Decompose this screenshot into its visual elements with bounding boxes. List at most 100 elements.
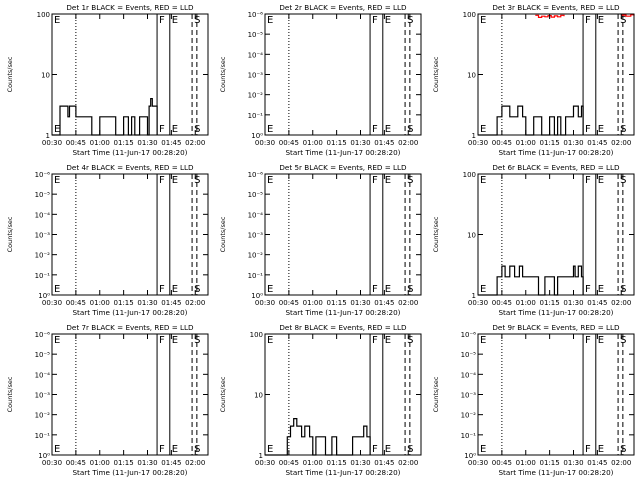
x-tick-label: 00:45 [492,139,512,147]
marker-label-S: S [194,175,200,186]
marker-label-E: E [54,335,60,346]
x-axis-label: Start Time (11-Jun-17 00:28:20) [285,468,400,477]
marker-label-E: E [385,175,391,186]
y-tick-label: 10⁻⁵ [461,351,477,359]
detector-panel-8: Det 8r BLACK = Events, RED = LLDFFEESSEE… [213,320,426,480]
y-axis-label: Counts/sec [6,216,14,252]
y-axis-label: Counts/sec [432,376,440,412]
y-tick-label: 10⁻⁶ [248,11,264,19]
x-tick-label: 00:30 [255,459,275,467]
chart-title: Det 2r BLACK = Events, RED = LLD [279,3,407,12]
x-tick-label: 01:30 [350,139,370,147]
x-tick-label: 01:30 [563,139,583,147]
y-tick-label: 10⁰ [251,132,263,140]
x-tick-label: 01:30 [563,299,583,307]
marker-label-S: S [194,15,200,26]
x-tick-label: 02:00 [398,139,418,147]
x-tick-label: 00:30 [468,299,488,307]
marker-label-E: E [267,284,273,295]
x-tick-label: 01:15 [114,139,134,147]
marker-label-S: S [407,175,413,186]
x-tick-label: 01:15 [540,139,560,147]
marker-label-S: S [620,15,626,26]
marker-label-F: F [159,15,165,26]
x-tick-label: 01:15 [114,459,134,467]
marker-label-F: F [372,284,378,295]
x-tick-label: 01:15 [540,299,560,307]
x-tick-label: 01:45 [587,459,607,467]
y-tick-label: 10⁻⁶ [35,331,51,339]
x-tick-label: 01:00 [516,459,536,467]
y-axis-label: Counts/sec [6,376,14,412]
x-tick-label: 01:00 [303,459,323,467]
y-tick-label: 10⁻² [35,412,51,420]
y-tick-label: 10⁻¹ [248,272,264,280]
events-series-line [265,418,371,456]
x-tick-label: 00:30 [468,459,488,467]
chart-title: Det 7r BLACK = Events, RED = LLD [66,323,194,332]
marker-label-E: E [480,175,486,186]
y-tick-label: 10⁰ [251,292,263,300]
x-tick-label: 01:15 [327,139,347,147]
y-tick-label: 10 [467,232,476,240]
detector-chart-1: Det 1r BLACK = Events, RED = LLDFFEESSEE… [6,3,209,157]
events-series-line [478,265,584,296]
x-tick-label: 02:00 [185,139,205,147]
y-tick-label: 10⁻³ [248,232,264,240]
y-tick-label: 10⁻² [35,252,51,260]
marker-label-E: E [172,335,178,346]
y-tick-label: 100 [37,11,50,19]
y-tick-label: 10⁰ [38,292,50,300]
y-axis-label: Counts/sec [432,216,440,252]
x-tick-label: 02:00 [185,299,205,307]
marker-label-F: F [372,124,378,135]
x-tick-label: 01:30 [137,139,157,147]
x-tick-label: 02:00 [398,459,418,467]
detector-chart-4: Det 4r BLACK = Events, RED = LLDFFEESSEE… [6,163,209,317]
x-tick-label: 02:00 [611,139,631,147]
marker-label-F: F [585,175,591,186]
y-tick-label: 10⁻² [461,412,477,420]
marker-label-S: S [194,335,200,346]
marker-label-S: S [620,335,626,346]
x-tick-label: 02:00 [611,299,631,307]
x-tick-label: 01:45 [161,139,181,147]
y-tick-label: 10⁻⁴ [248,51,264,59]
marker-label-E: E [480,284,486,295]
x-tick-label: 00:45 [66,139,86,147]
marker-label-E: E [598,15,604,26]
marker-label-F: F [372,15,378,26]
marker-label-E: E [480,335,486,346]
x-tick-label: 01:00 [90,459,110,467]
x-tick-label: 01:00 [516,299,536,307]
marker-label-E: E [54,284,60,295]
x-tick-label: 01:30 [350,299,370,307]
y-tick-label: 1 [259,452,263,460]
x-tick-label: 01:30 [563,459,583,467]
marker-label-E: E [267,444,273,455]
x-tick-label: 01:45 [161,299,181,307]
marker-label-F: F [159,124,165,135]
y-tick-label: 10⁻⁶ [35,171,51,179]
marker-label-E: E [54,124,60,135]
marker-label-S: S [407,15,413,26]
detector-panel-4: Det 4r BLACK = Events, RED = LLDFFEESSEE… [0,160,213,320]
detector-chart-9: Det 9r BLACK = Events, RED = LLDFFEESSEE… [432,323,635,477]
marker-label-E: E [172,444,178,455]
y-axis-label: Counts/sec [219,56,227,92]
x-tick-label: 01:15 [327,299,347,307]
y-tick-label: 10⁻⁶ [461,331,477,339]
y-tick-label: 1 [472,292,476,300]
chart-title: Det 1r BLACK = Events, RED = LLD [66,3,194,12]
x-axis-label: Start Time (11-Jun-17 00:28:20) [498,308,613,317]
y-tick-label: 10⁻³ [461,392,477,400]
marker-label-E: E [385,444,391,455]
y-tick-label: 10⁻¹ [248,112,264,120]
marker-label-E: E [385,335,391,346]
x-tick-label: 00:45 [66,459,86,467]
detector-chart-7: Det 7r BLACK = Events, RED = LLDFFEESSEE… [6,323,209,477]
marker-label-F: F [372,175,378,186]
y-tick-label: 10⁰ [38,452,50,460]
events-series-line [478,105,584,136]
